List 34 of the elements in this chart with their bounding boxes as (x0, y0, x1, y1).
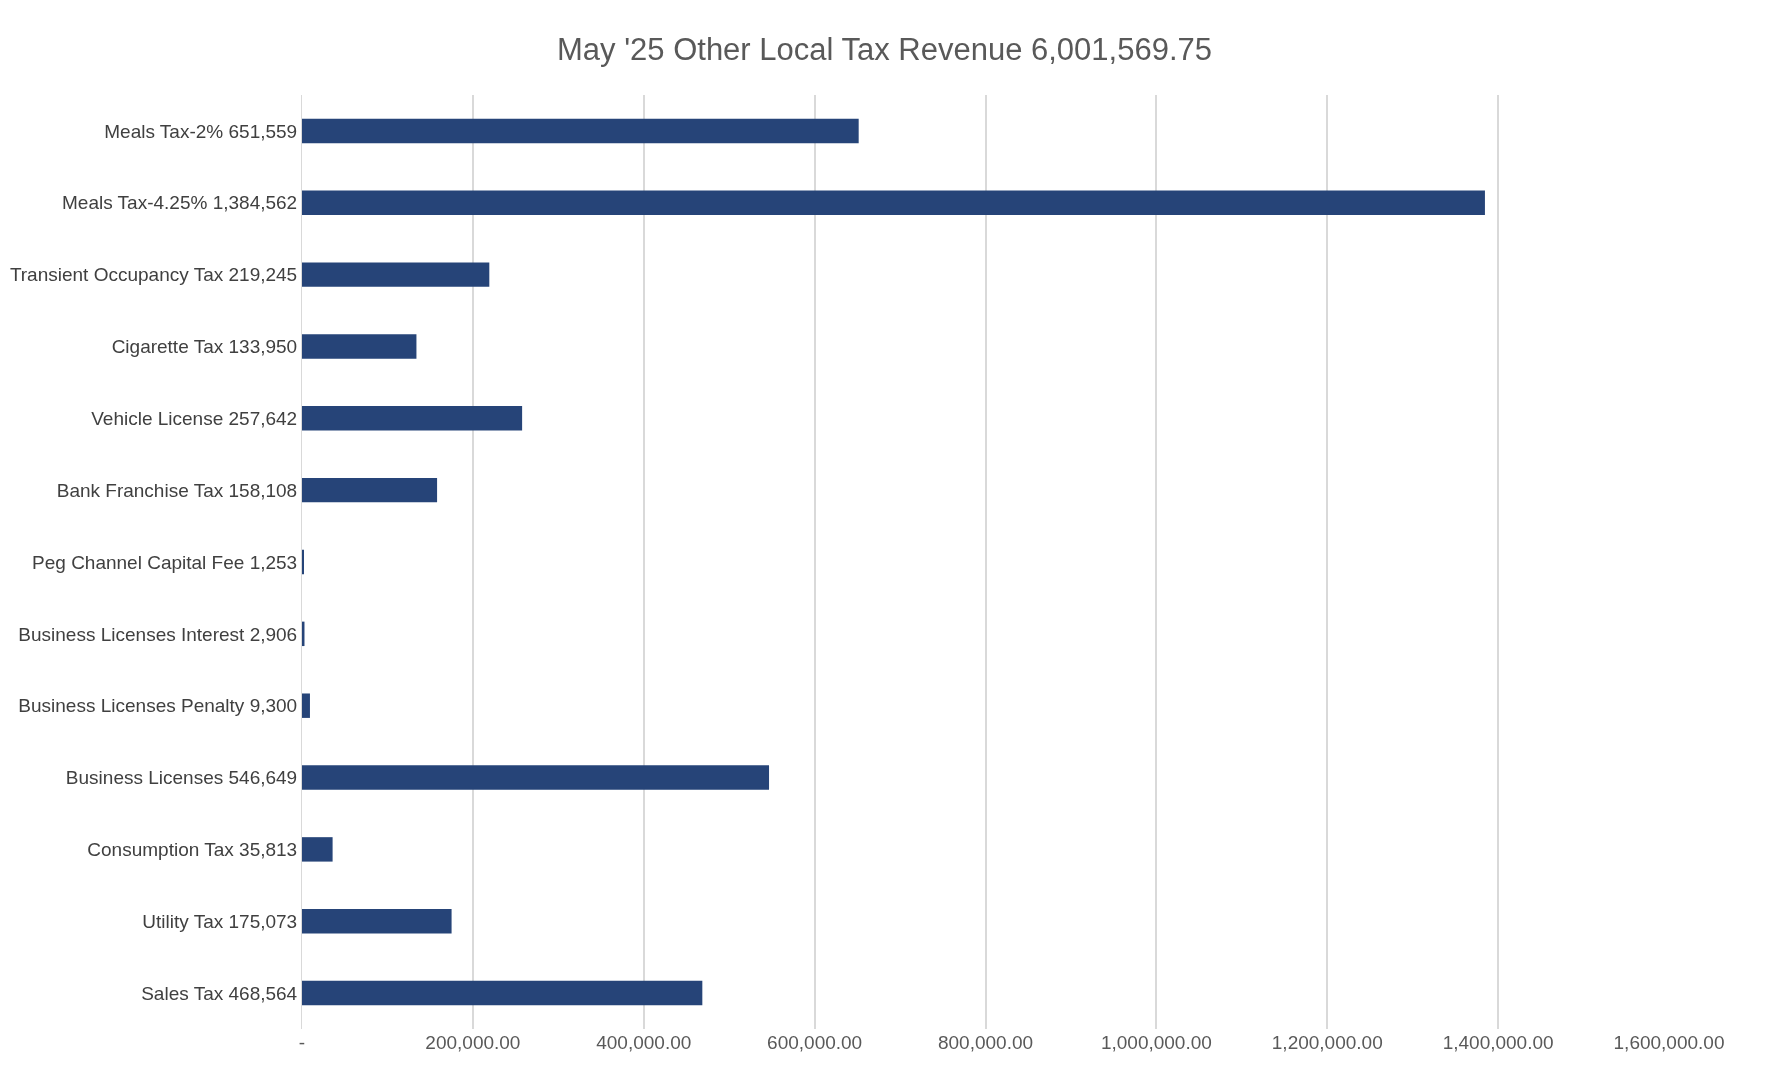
bar (302, 909, 452, 934)
bar (302, 118, 859, 144)
y-tick-label: Business Licenses Interest 2,906 (18, 623, 298, 645)
y-tick-label: Bank Franchise Tax 158,108 (56, 479, 298, 501)
y-tick-label: Sales Tax 468,564 (141, 982, 298, 1004)
bar (302, 765, 770, 790)
x-tick-label: 1,600,000.00 (1613, 1032, 1725, 1053)
y-tick-label: Vehicle License 257,642 (91, 407, 298, 429)
bar (302, 190, 1485, 215)
x-tick-label: 600,000.00 (767, 1032, 863, 1053)
y-tick-label: Meals Tax-4.25% 1,384,562 (62, 192, 298, 214)
y-tick-label: Consumption Tax 35,813 (87, 839, 298, 861)
x-tick-label: 1,200,000.00 (1271, 1032, 1383, 1053)
y-tick-label: Peg Channel Capital Fee 1,253 (32, 551, 298, 573)
x-tick-label: 200,000.00 (425, 1032, 521, 1053)
bar (302, 262, 490, 287)
x-tick-label: 1,000,000.00 (1100, 1032, 1212, 1053)
bar (302, 334, 417, 359)
x-tick-label: - (298, 1032, 306, 1053)
bar (302, 477, 438, 503)
bar (302, 980, 703, 1006)
y-tick-label: Meals Tax-2% 651,559 (104, 120, 298, 142)
y-tick-label: Business Licenses Penalty 9,300 (18, 695, 298, 717)
x-tick-label: 400,000.00 (596, 1032, 692, 1053)
y-tick-label: Transient Occupancy Tax 219,245 (9, 264, 298, 286)
y-tick-label: Utility Tax 175,073 (142, 910, 298, 932)
chart-title: May '25 Other Local Tax Revenue 6,001,569.75 (556, 31, 1213, 67)
bar (302, 837, 333, 862)
x-tick-label: 800,000.00 (937, 1032, 1034, 1053)
y-tick-label: Cigarette Tax 133,950 (111, 336, 298, 358)
bar (302, 406, 523, 431)
y-tick-label: Business Licenses 546,649 (65, 767, 298, 789)
x-tick-label: 1,400,000.00 (1442, 1032, 1554, 1053)
bar (302, 693, 310, 718)
